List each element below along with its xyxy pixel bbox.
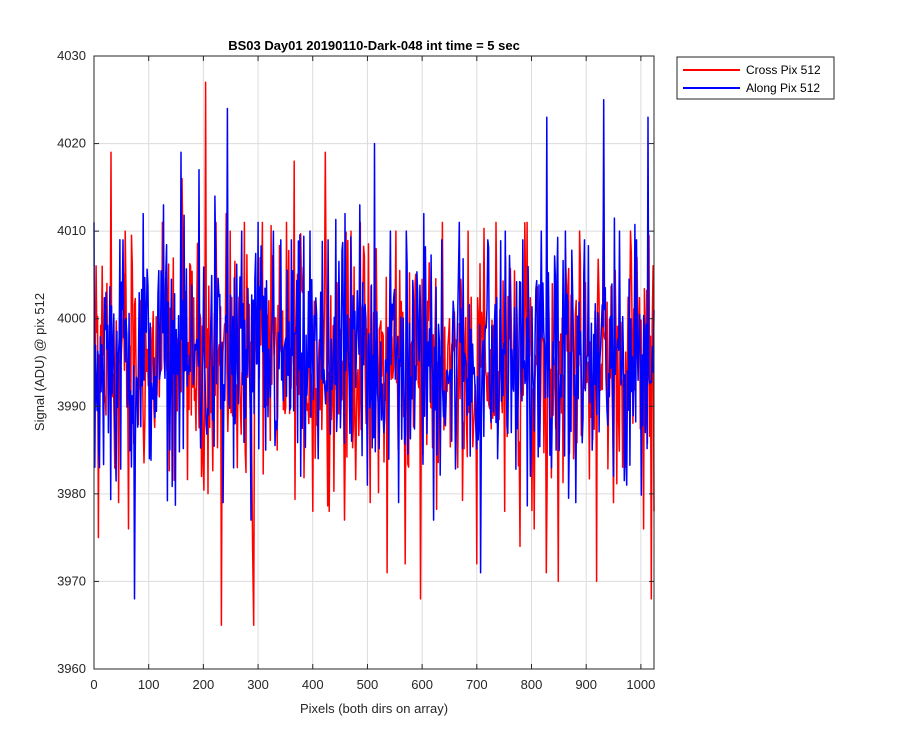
x-axis-ticks: 0 100 200 300 400 500 600 700 800 900 1000 <box>90 56 655 692</box>
y-tick-label: 4000 <box>57 311 86 326</box>
x-axis-label: Pixels (both dirs on array) <box>300 701 448 716</box>
x-tick-label: 400 <box>302 677 324 692</box>
y-tick-label: 3980 <box>57 486 86 501</box>
legend-box <box>676 56 835 100</box>
y-axis-ticks: 3960 3970 3980 3990 4000 4010 4020 4030 <box>57 48 654 676</box>
x-tick-label: 0 <box>90 677 97 692</box>
x-tick-label: 600 <box>411 677 433 692</box>
y-tick-label: 4020 <box>57 136 86 151</box>
plot-frame <box>93 55 655 670</box>
series-group <box>93 81 655 626</box>
x-tick-label: 300 <box>247 677 269 692</box>
chart-title: BS03 Day01 20190110-Dark-048 int time = … <box>228 38 520 53</box>
y-tick-label: 4030 <box>57 48 86 63</box>
legend: Cross Pix 512 Along Pix 512 <box>676 56 835 100</box>
x-tick-label: 200 <box>193 677 215 692</box>
x-tick-label: 700 <box>466 677 488 692</box>
x-tick-label: 100 <box>138 677 160 692</box>
y-tick-label: 3990 <box>57 398 86 413</box>
y-tick-label: 3970 <box>57 573 86 588</box>
legend-label-along: Along Pix 512 <box>746 81 820 95</box>
y-tick-label: 3960 <box>57 661 86 676</box>
x-tick-label: 500 <box>357 677 379 692</box>
x-tick-label: 800 <box>521 677 543 692</box>
legend-label-cross: Cross Pix 512 <box>746 63 821 77</box>
x-tick-label: 1000 <box>626 677 655 692</box>
y-tick-label: 4010 <box>57 223 86 238</box>
y-axis-label: Signal (ADU) @ pix 512 <box>32 293 47 431</box>
x-tick-label: 900 <box>575 677 597 692</box>
series-line-along-pix-512 <box>93 99 655 600</box>
